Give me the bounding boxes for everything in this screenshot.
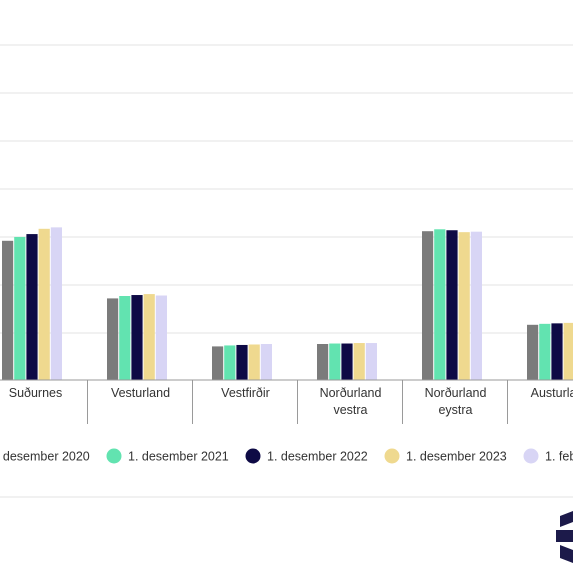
legend-item[interactable]: 1. desember 2023 [384,448,507,464]
legend-marker [106,448,122,464]
legend-label: 1. desember 2021 [128,450,229,464]
legend-label: 1. febrúar 2024 [545,450,573,464]
bar: 7300 [236,344,248,380]
bars: 2900029800304003150031800 170001750017700… [2,227,573,380]
bar: 7200 [224,345,236,380]
x-tick-label: Vesturland [111,386,170,400]
legend-item[interactable]: 1. desember 2020 [0,449,90,464]
x-tick-label: vestra [333,403,367,417]
x-tick-label: eystra [438,403,472,417]
bar: 7700 [365,343,377,380]
bar: 11500 [527,324,539,380]
bar: 17700 [131,295,143,380]
bar: 17000 [107,298,119,380]
bar: 7000 [212,346,224,380]
bar: 7600 [329,343,341,380]
bar: 17900 [143,294,155,380]
x-tick-label: Norðurland [425,386,487,400]
bar: 31000 [422,231,434,380]
legend-label: 1. desember 2023 [406,450,507,464]
bar: 7500 [260,344,272,380]
bar: 30900 [470,231,482,380]
legend-item[interactable]: 1. febrúar 2024 [523,448,573,464]
x-tick-label: Suðurnes [9,386,63,400]
x-tick-label: Norðurland [320,386,382,400]
x-tick-label: Vestfirðir [221,386,270,400]
bar: 30800 [458,232,470,380]
bar: 31200 [446,230,458,380]
bar: 31500 [38,228,50,380]
legend-marker [523,448,539,464]
bar: 11900 [563,322,573,380]
bar: 7600 [341,343,353,380]
legend-item[interactable]: 1. desember 2021 [106,448,229,464]
bar: 17500 [119,296,131,380]
bar: 29800 [14,236,26,380]
x-tick-label: Austurland [531,386,573,400]
bar: 31800 [50,227,62,380]
bar: 7700 [353,343,365,380]
bar: 17600 [155,295,167,380]
bar: 29000 [2,240,14,380]
bar: 7400 [248,344,260,380]
bar: 30400 [26,234,38,380]
gridlines [0,44,573,498]
legend-label: 1. desember 2022 [267,450,368,464]
bar: 31400 [434,229,446,380]
x-axis: Suðurnes Vesturland Vestfirðir Norðurland ve… [0,379,573,424]
legend-marker [384,448,400,464]
bar: 11700 [539,323,551,380]
legend-marker [245,448,261,464]
legend-label: 1. desember 2020 [0,450,90,464]
legend-item[interactable]: 1. desember 2022 [245,448,368,464]
bar: 7500 [317,344,329,380]
bar: 11800 [551,323,563,380]
brand-logo-icon [556,511,573,563]
legend[interactable]: 1. desember 2020 1. desember 2021 1. desem… [0,448,573,464]
